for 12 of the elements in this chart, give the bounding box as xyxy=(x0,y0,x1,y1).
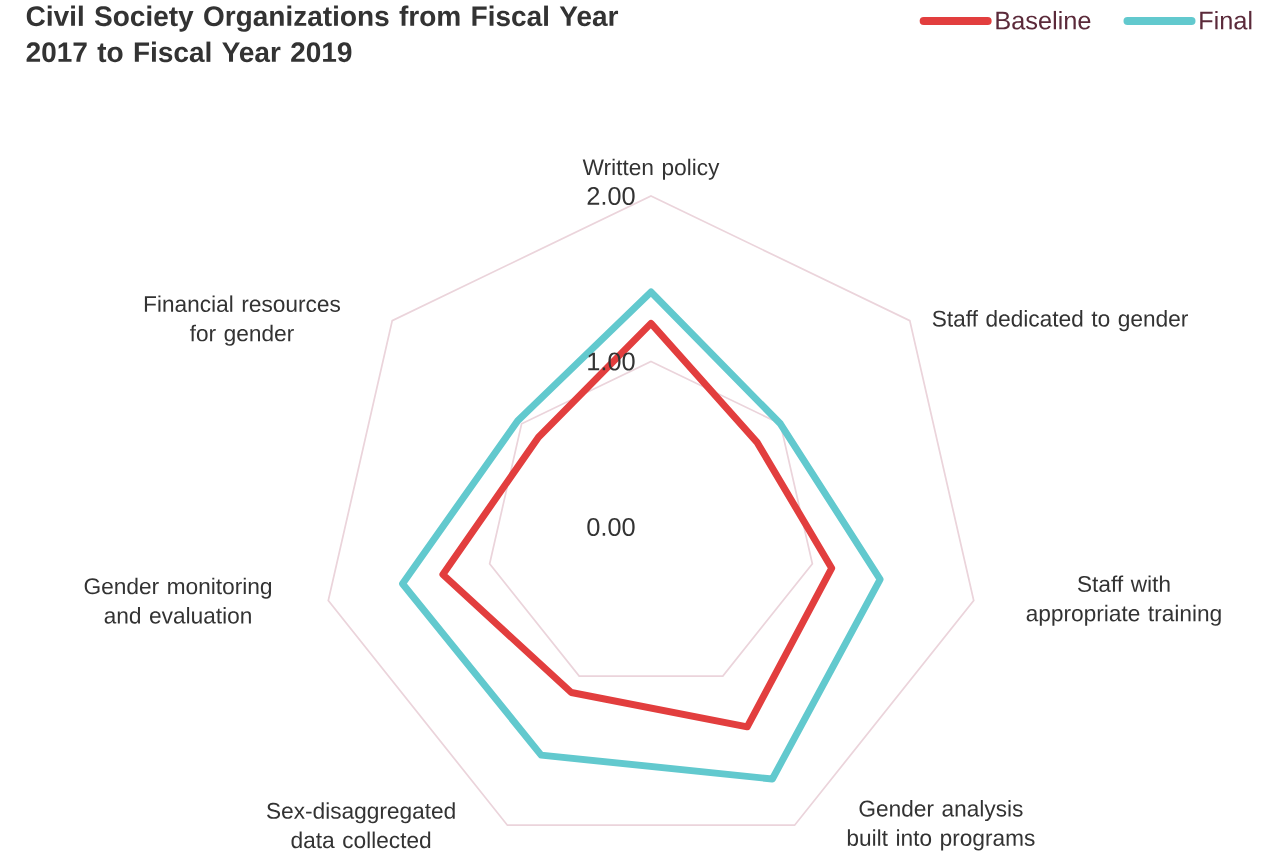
spoke-label: Gender analysis built into programs xyxy=(847,799,1035,851)
spoke-label: Staff with appropriate training xyxy=(1026,575,1221,626)
legend-label: Baseline xyxy=(996,10,1091,30)
y-tick-label: 2.00 xyxy=(587,187,635,205)
spoke-label: Staff dedicated to gender xyxy=(932,310,1188,332)
legend-label: Final xyxy=(1200,10,1252,30)
y-tick-label: 0.00 xyxy=(587,518,635,536)
spoke-label: Gender monitoring and evaluation xyxy=(84,577,272,624)
spoke-label: Sex-disaggregated data collected xyxy=(267,802,455,849)
spoke-label: Written policy xyxy=(582,158,720,180)
spoke-label: Financial resources for gender xyxy=(144,295,340,346)
chart-title: Civil Society Organizations from Fiscal Year 2017 to Fiscal Year 2019 xyxy=(26,5,619,63)
